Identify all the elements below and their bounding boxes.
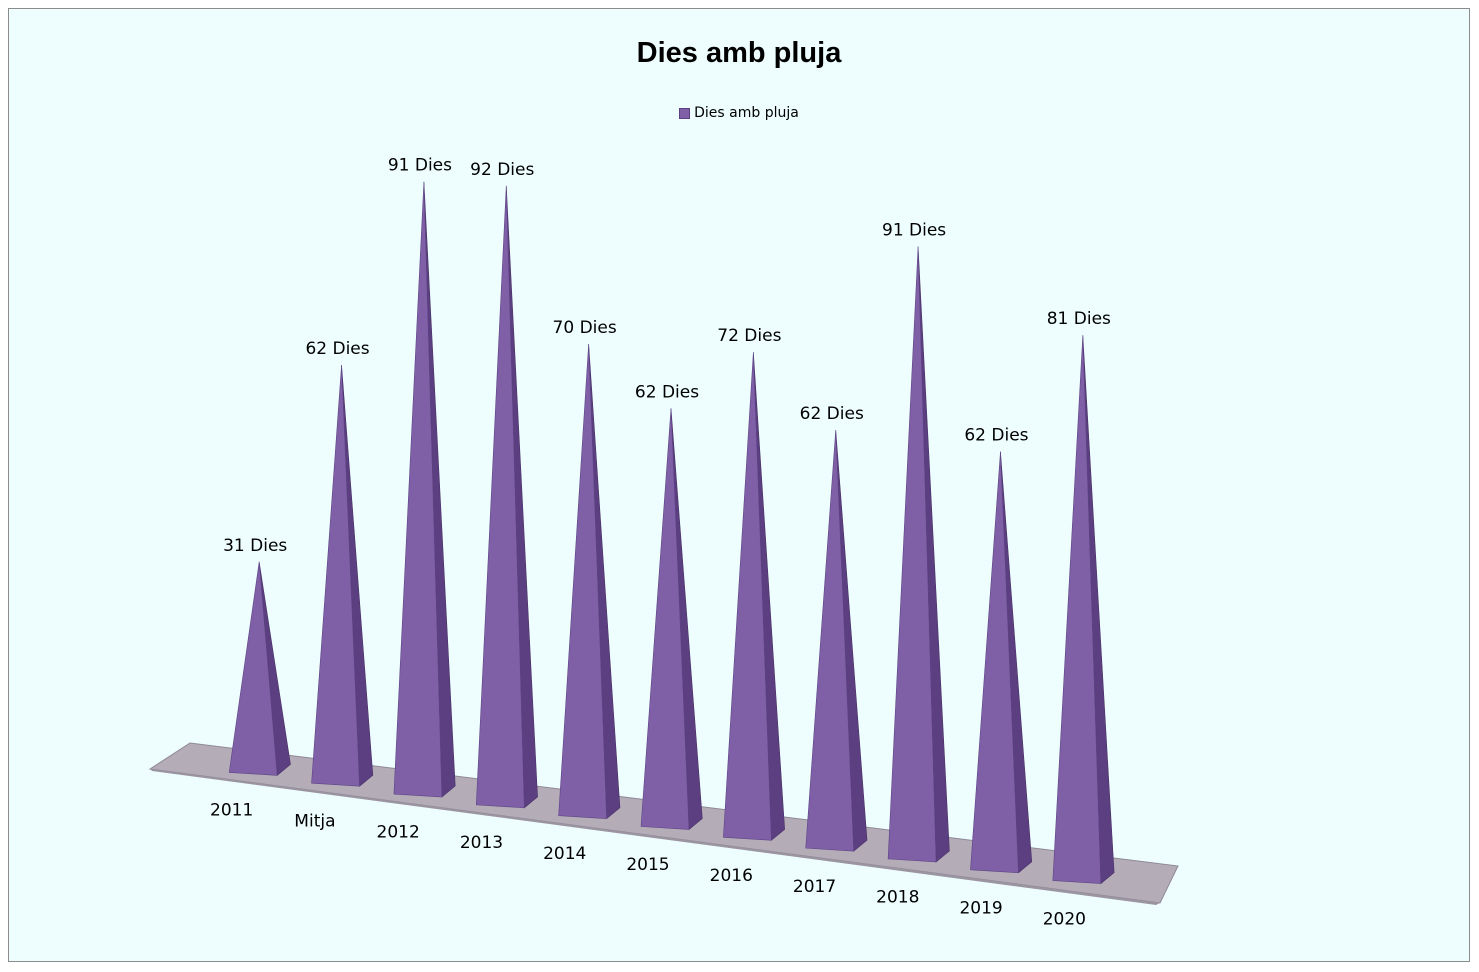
data-label: 81 Dies xyxy=(1047,309,1111,329)
pyramid-front xyxy=(228,561,278,776)
pyramid-2012 xyxy=(393,181,456,798)
pyramid-2019 xyxy=(970,451,1033,874)
pyramid-front xyxy=(558,343,607,820)
data-label: 92 Dies xyxy=(470,160,534,180)
data-label: 62 Dies xyxy=(800,404,864,424)
data-label: 62 Dies xyxy=(964,426,1028,446)
data-label: 70 Dies xyxy=(553,318,617,338)
chart-floor-edge xyxy=(150,769,1160,905)
legend-swatch xyxy=(679,107,691,119)
data-label: 62 Dies xyxy=(305,339,369,359)
legend: Dies amb pluja xyxy=(9,105,1469,121)
pyramid-2015 xyxy=(640,408,703,831)
pyramid-front xyxy=(970,451,1019,874)
pyramid-front xyxy=(475,185,525,809)
x-tick-label: Mitja xyxy=(294,811,335,831)
pyramid-front xyxy=(311,365,360,787)
pyramid-2020 xyxy=(1052,335,1115,885)
x-tick-label: 2018 xyxy=(876,888,919,908)
data-label: 31 Dies xyxy=(223,536,287,556)
pyramid-2018 xyxy=(887,246,950,863)
data-label: 91 Dies xyxy=(882,221,946,241)
pyramid-front xyxy=(805,429,855,852)
data-label: 72 Dies xyxy=(717,326,781,346)
pyramid-front xyxy=(1052,335,1102,884)
x-tick-label: 2019 xyxy=(959,899,1002,919)
pyramid-front xyxy=(723,352,772,841)
pyramid-front xyxy=(887,246,937,863)
pyramid-front xyxy=(393,181,443,798)
x-tick-label: 2017 xyxy=(793,877,836,897)
data-label: 91 Dies xyxy=(388,156,452,176)
data-label: 62 Dies xyxy=(635,382,699,402)
x-tick-label: 2015 xyxy=(626,855,669,875)
pyramid-2013 xyxy=(475,185,538,809)
chart-title: Dies amb pluja xyxy=(636,37,842,69)
pyramid-2017 xyxy=(805,429,868,852)
x-tick-label: 2011 xyxy=(210,800,253,820)
x-tick-label: 2012 xyxy=(377,822,420,842)
x-tick-label: 2016 xyxy=(710,866,753,886)
legend-label: Dies amb pluja xyxy=(694,105,799,121)
pyramid-2016 xyxy=(723,352,785,841)
pyramid-2011 xyxy=(228,561,291,777)
pyramid-2014 xyxy=(558,343,621,820)
x-tick-label: 2014 xyxy=(543,844,586,864)
x-tick-label: 2020 xyxy=(1043,910,1086,930)
x-tick-label: 2013 xyxy=(460,833,503,853)
pyramid-front xyxy=(640,408,690,830)
pyramid-Mitja xyxy=(311,365,374,787)
